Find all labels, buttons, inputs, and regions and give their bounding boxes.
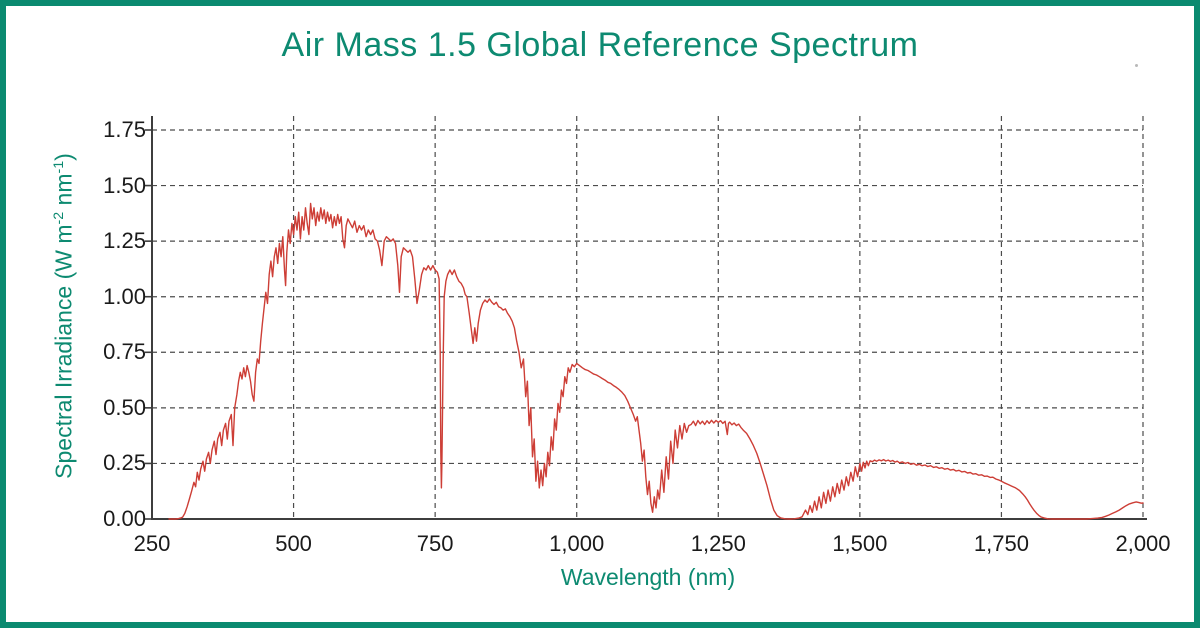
x-tick-label: 750 xyxy=(416,531,454,556)
y-tick-label: 1.00 xyxy=(103,283,146,309)
y-tick-label: 0.00 xyxy=(103,506,146,531)
x-tick-label: 500 xyxy=(275,531,312,556)
x-tick-label: 1,500 xyxy=(832,531,888,556)
x-tick-label: 1,000 xyxy=(549,531,605,556)
y-tick-label: 1.75 xyxy=(103,117,146,142)
y-tick-label: 1.25 xyxy=(103,228,146,254)
artifact-dot xyxy=(1135,64,1138,67)
y-tick-label: 1.50 xyxy=(103,172,146,198)
x-tick-label: 250 xyxy=(133,531,171,556)
x-axis-title: Wavelength (nm) xyxy=(560,564,736,590)
spectrum-curve xyxy=(168,202,1144,520)
y-tick-label: 0.25 xyxy=(103,450,146,476)
y-tick-label: 0.50 xyxy=(103,394,146,420)
x-tick-label: 1,250 xyxy=(690,531,746,556)
y-tick-label: 0.75 xyxy=(103,339,146,365)
chart-title: Air Mass 1.5 Global Reference Spectrum xyxy=(281,26,919,64)
x-tick-label: 1,750 xyxy=(973,531,1029,556)
x-tick-label: 2,000 xyxy=(1115,531,1171,556)
